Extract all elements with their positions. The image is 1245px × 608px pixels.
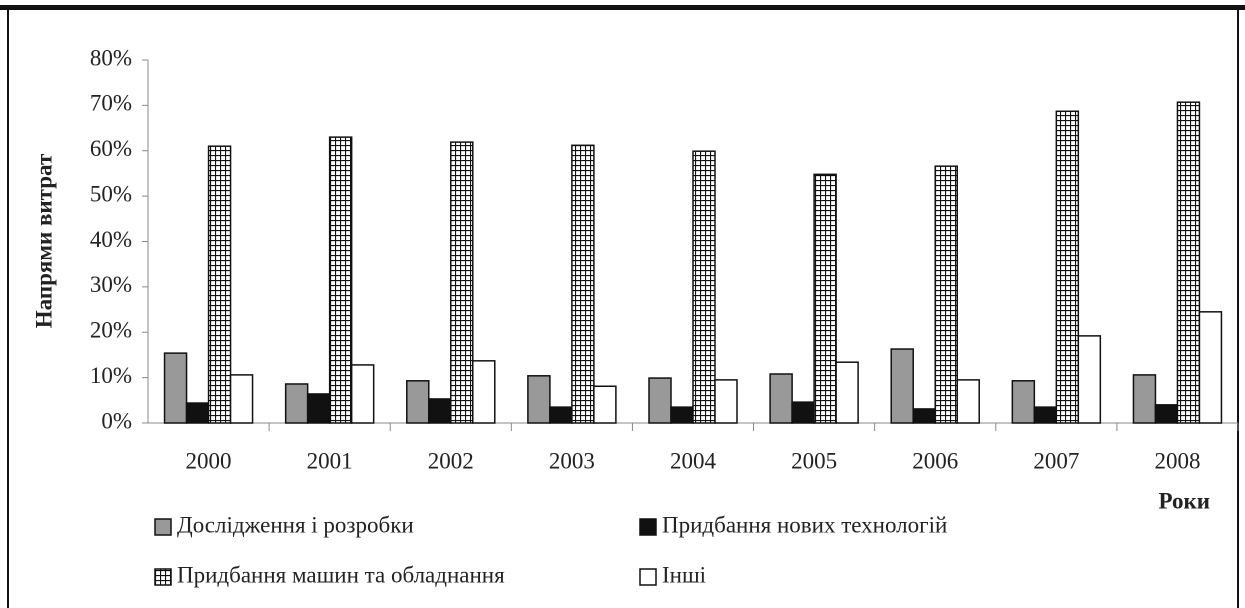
y-tick-label: 60% [90,136,132,161]
x-tick-label: 2000 [186,448,232,473]
x-tick-label: 2003 [549,448,595,473]
bar [1011,380,1036,424]
x-tick-label: 2002 [428,448,474,473]
legend-swatch [154,518,172,536]
bar [472,360,496,424]
x-tick-label: 2001 [307,448,353,473]
bar [670,406,694,424]
bar [350,364,375,424]
bar [306,393,331,424]
bar [648,377,672,424]
x-tick-label: 2006 [912,448,958,473]
legend-label: Інші [662,562,706,587]
y-tick-label: 20% [90,318,132,343]
bar [549,406,573,424]
bar [912,408,936,424]
bar [207,145,232,424]
bar [934,165,958,424]
bar [791,401,815,424]
legend-label: Придбання машин та обладнання [177,562,505,587]
legend-label: Придбання нових технологій [662,512,947,537]
bar [163,352,188,424]
bar [450,141,474,424]
legend-label: Дослідження і розробки [177,512,414,537]
bar [1033,406,1058,424]
x-axis-label: Роки [1159,488,1210,513]
bar [571,144,595,424]
y-tick-label: 30% [90,272,132,297]
legend-swatch [154,568,172,586]
y-tick-label: 50% [90,181,132,206]
y-tick-label: 80% [90,45,132,70]
bar [406,380,430,424]
frame-top [0,5,1245,10]
legend-swatch [639,568,657,586]
bar [428,398,452,424]
bar [328,136,353,424]
y-tick-label: 40% [90,227,132,252]
bar [527,375,551,424]
bar [890,348,914,424]
bar [284,383,309,424]
bar [1055,110,1080,424]
y-tick-label: 70% [90,91,132,116]
bar [769,373,793,424]
bar [813,173,837,424]
bar [185,402,210,424]
bar [1077,335,1102,424]
y-tick-label: 10% [90,363,132,388]
y-tick-label: 0% [101,408,132,433]
x-tick-label: 2007 [1033,448,1079,473]
bar [692,150,716,424]
bar [714,379,738,424]
bar [1176,101,1201,424]
bar [593,385,617,424]
bar [835,361,859,424]
bar [1132,374,1157,424]
bar [1198,311,1223,424]
legend-swatch [639,518,657,536]
y-axis-label: Напрями витрат [31,153,56,328]
x-tick-label: 2005 [791,448,837,473]
x-tick-label: 2008 [1154,448,1200,473]
bar [229,374,254,424]
bar [956,379,980,424]
x-tick-label: 2004 [670,448,717,473]
bar [1154,404,1179,424]
